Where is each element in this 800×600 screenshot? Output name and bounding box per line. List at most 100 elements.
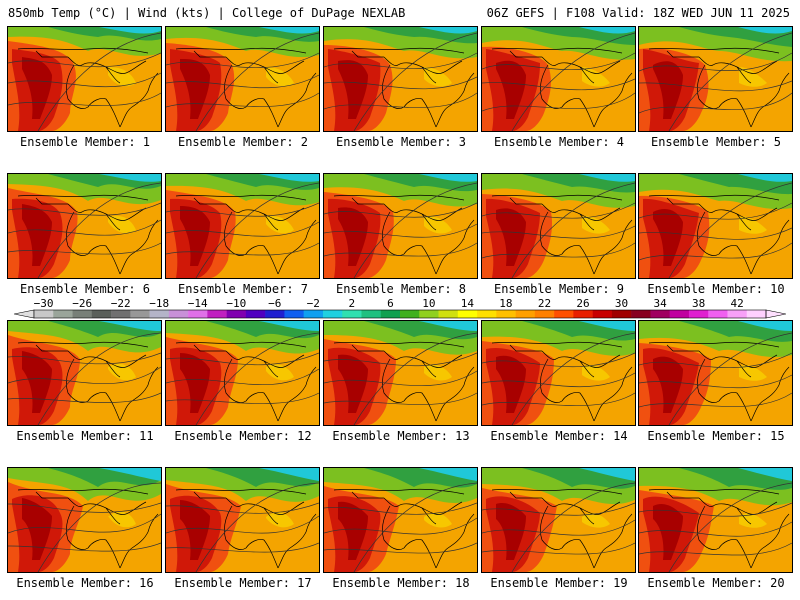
colorbar-swatch [573, 310, 593, 318]
ensemble-map-panel [165, 26, 320, 132]
colorbar-swatch [168, 310, 189, 318]
ensemble-map-panel [323, 173, 478, 279]
colorbar-swatch [457, 310, 478, 318]
colorbar-tick-label: 2 [348, 297, 355, 310]
colorbar-swatch [34, 310, 54, 318]
ensemble-member-label: Ensemble Member: 14 [490, 429, 628, 443]
colorbar-swatch [419, 310, 439, 318]
colorbar-tick-label: −2 [307, 297, 320, 310]
ensemble-member-label: Ensemble Member: 2 [177, 135, 309, 149]
colorbar-swatch [708, 310, 728, 318]
colorbar-swatch [207, 310, 227, 318]
colorbar-swatch [438, 310, 459, 318]
colorbar-tick-label: −6 [268, 297, 281, 310]
colorbar-swatch [477, 310, 497, 318]
colorbar-swatch [111, 310, 131, 318]
ensemble-map-panel [323, 26, 478, 132]
colorbar-swatch [727, 310, 748, 318]
ensemble-map-panel [7, 173, 162, 279]
ensemble-member-label: Ensemble Member: 13 [332, 429, 470, 443]
colorbar-swatch [515, 310, 536, 318]
ensemble-map-panel [165, 173, 320, 279]
ensemble-map-panel [7, 467, 162, 573]
colorbar-swatch [303, 310, 324, 318]
colorbar-swatch [650, 310, 670, 318]
colorbar-swatch [130, 310, 150, 318]
ensemble-member-label: Ensemble Member: 9 [493, 282, 625, 296]
ensemble-map-panel [481, 320, 636, 426]
ensemble-map-panel [638, 467, 793, 573]
ensemble-map-panel [481, 173, 636, 279]
ensemble-member-label: Ensemble Member: 7 [177, 282, 309, 296]
colorbar-swatch [669, 310, 690, 318]
colorbar-swatch [534, 310, 555, 318]
ensemble-map-panel [165, 320, 320, 426]
colorbar-swatch [554, 310, 574, 318]
colorbar-swatch [226, 310, 247, 318]
colorbar-tick-label: 42 [730, 297, 743, 310]
valid-time: 06Z GEFS | F108 Valid: 18Z WED JUN 11 20… [486, 6, 790, 20]
colorbar-right-arrow [765, 309, 786, 319]
ensemble-map-panel [638, 320, 793, 426]
colorbar-tick-label: 26 [576, 297, 589, 310]
colorbar-swatch [322, 310, 343, 318]
colorbar-tick-label: 18 [499, 297, 512, 310]
ensemble-map-panel [638, 26, 793, 132]
ensemble-map-panel [323, 467, 478, 573]
colorbar-tick-label: 30 [615, 297, 628, 310]
colorbar-swatch [149, 310, 170, 318]
ensemble-map-panel [638, 173, 793, 279]
ensemble-member-label: Ensemble Member: 20 [647, 576, 785, 590]
ensemble-member-label: Ensemble Member: 8 [335, 282, 467, 296]
colorbar-swatch [265, 310, 285, 318]
colorbar-tick-label: −30 [34, 297, 54, 310]
colorbar-swatch [380, 310, 401, 318]
ensemble-member-label: Ensemble Member: 15 [647, 429, 785, 443]
colorbar-tick-label: 6 [387, 297, 394, 310]
colorbar-tick-label: −22 [111, 297, 131, 310]
colorbar-swatch [245, 310, 266, 318]
ensemble-member-label: Ensemble Member: 6 [19, 282, 151, 296]
ensemble-map-panel [481, 467, 636, 573]
ensemble-member-label: Ensemble Member: 17 [174, 576, 312, 590]
colorbar-tick-label: 38 [692, 297, 705, 310]
colorbar-swatch [688, 310, 709, 318]
ensemble-map-panel [7, 320, 162, 426]
ensemble-map-panel [165, 467, 320, 573]
ensemble-map-panel [323, 320, 478, 426]
colorbar-swatch [400, 310, 420, 318]
ensemble-member-label: Ensemble Member: 11 [16, 429, 154, 443]
colorbar-tick-label: 14 [461, 297, 475, 310]
colorbar-swatch [746, 310, 767, 318]
colorbar-swatch [91, 310, 112, 318]
colorbar-swatch [342, 310, 362, 318]
colorbar-tick-label: −10 [226, 297, 246, 310]
ensemble-member-label: Ensemble Member: 12 [174, 429, 312, 443]
colorbar-tick-label: −26 [72, 297, 92, 310]
ensemble-member-label: Ensemble Member: 5 [650, 135, 782, 149]
colorbar-swatch [72, 310, 93, 318]
colorbar-tick-label: 10 [422, 297, 435, 310]
colorbar-swatch [53, 310, 73, 318]
colorbar-swatch [611, 310, 632, 318]
colorbar-swatch [284, 310, 304, 318]
colorbar-left-arrow [14, 309, 35, 319]
colorbar-tick-label: 34 [653, 297, 667, 310]
ensemble-member-label: Ensemble Member: 18 [332, 576, 470, 590]
colorbar-swatch [361, 310, 382, 318]
product-title: 850mb Temp (°C) | Wind (kts) | College o… [8, 6, 406, 20]
ensemble-member-label: Ensemble Member: 4 [493, 135, 625, 149]
temperature-colorbar: −30 −26 −22 −18 −14 −10 −6 −2 2 6 10 14 18 22 26 30 34 38… [14, 297, 786, 319]
ensemble-member-label: Ensemble Member: 16 [16, 576, 154, 590]
ensemble-map-panel [481, 26, 636, 132]
colorbar-tick-label: −18 [149, 297, 169, 310]
ensemble-member-label: Ensemble Member: 1 [19, 135, 151, 149]
colorbar-tick-label: −14 [188, 297, 208, 310]
ensemble-member-label: Ensemble Member: 10 [647, 282, 785, 296]
colorbar-swatch [592, 310, 613, 318]
colorbar-swatch [188, 310, 208, 318]
colorbar-swatch [631, 310, 651, 318]
ensemble-member-label: Ensemble Member: 19 [490, 576, 628, 590]
ensemble-member-label: Ensemble Member: 3 [335, 135, 467, 149]
colorbar-swatch [496, 310, 516, 318]
